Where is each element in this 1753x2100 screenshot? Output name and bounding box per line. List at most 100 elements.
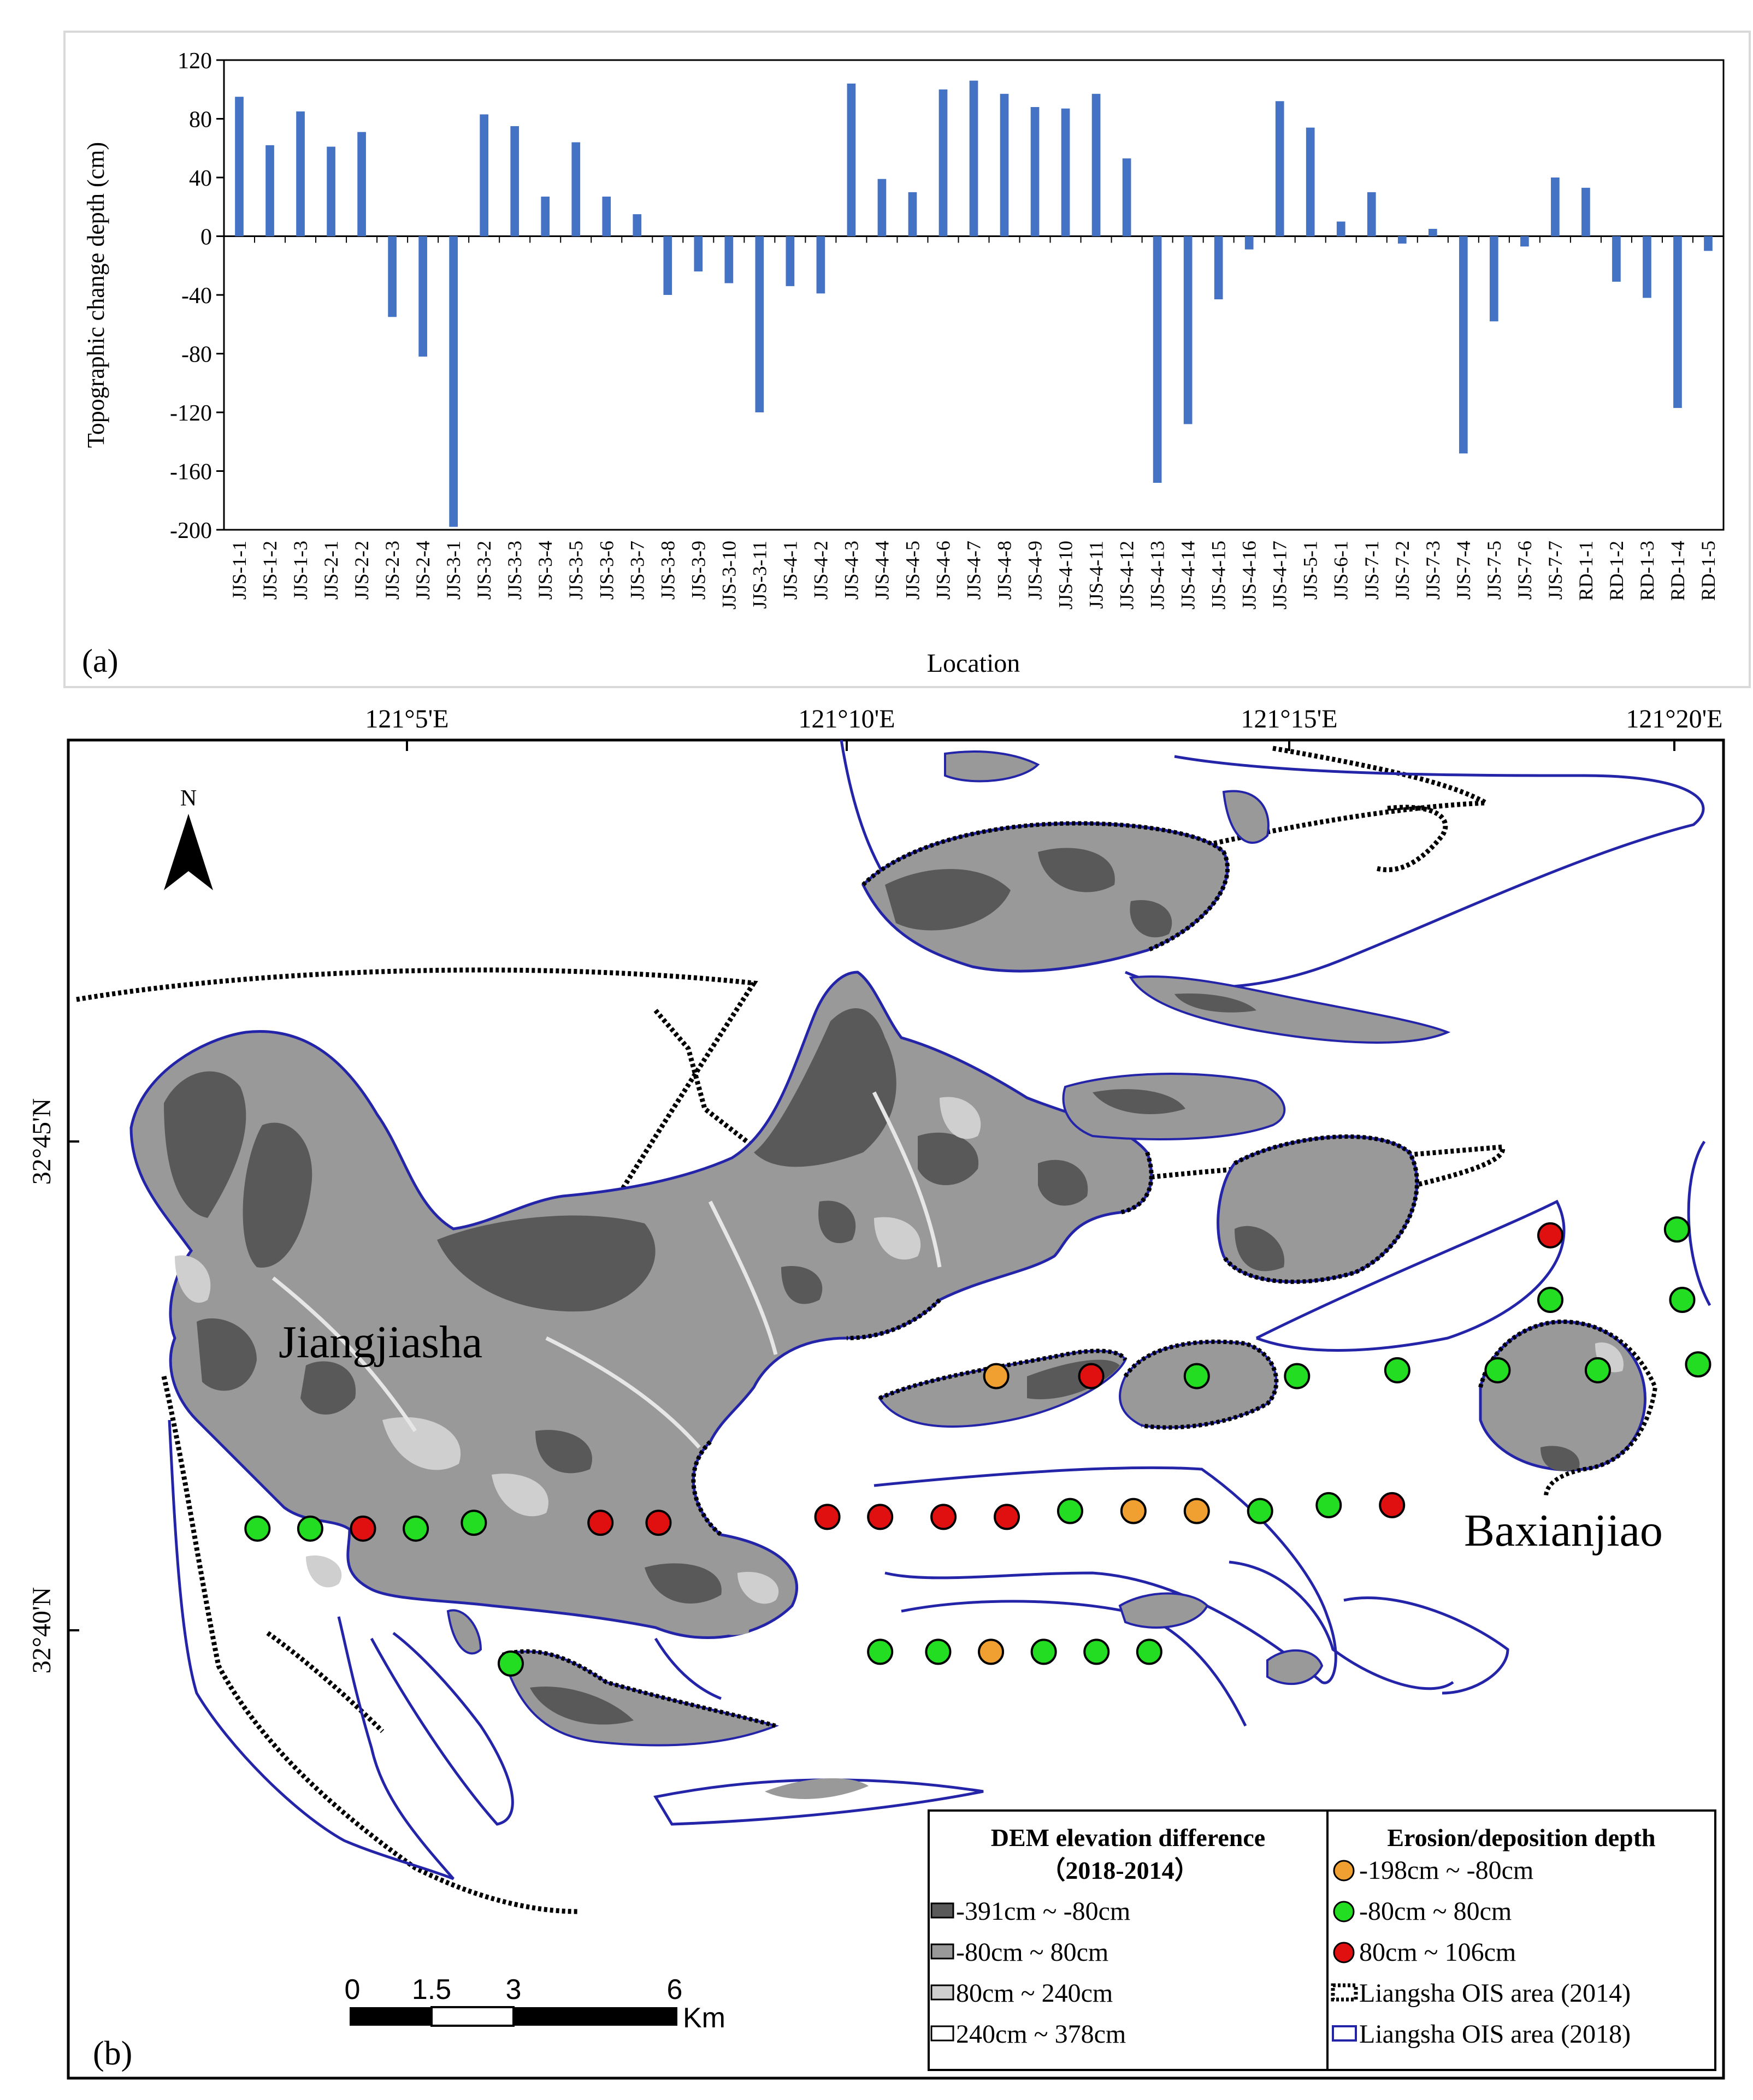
bar-JJS-7-5 — [1490, 236, 1498, 322]
y-tick-label: -80 — [181, 342, 212, 368]
x-axis-tick-labels: JJS-1-1 JJS-1-2 JJS-1-3 JJS-2-1 JJS-2-2 JJS-2… — [228, 541, 1719, 610]
x-tick-label: JJS-7-5 — [1483, 541, 1505, 600]
x-tick-label: JJS-2-2 — [351, 541, 373, 600]
x-axis-title: Location — [927, 649, 1020, 678]
legend-depth-items: -198cm ~ -80cm -80cm ~ 80cm 80cm ~ 106cm Li… — [1331, 1856, 1631, 2049]
sample-point — [1030, 1638, 1057, 1665]
lon-label-121-20: 121°20'E — [1626, 705, 1722, 733]
bar-JJS-3-4 — [541, 196, 550, 236]
scale-label-0: 0 — [345, 1974, 361, 2006]
y-tick-label: -40 — [181, 283, 212, 309]
sample-points — [244, 1216, 1711, 1677]
legend-dem-label: 240cm ~ 378cm — [956, 2020, 1126, 2049]
sample-point — [1663, 1216, 1690, 1243]
sample-point — [1685, 1351, 1711, 1378]
legend-depth-title: Erosion/deposition depth — [1387, 1824, 1655, 1851]
latitude-ticks — [68, 1140, 79, 1631]
bar-JJS-3-8 — [663, 236, 672, 295]
y-axis-title: Topographic change depth (cm) — [82, 142, 109, 448]
legend-dem-swatch — [930, 1902, 954, 1919]
panel-label-b: (b) — [93, 2035, 132, 2072]
bar-JJS-4-10 — [1061, 108, 1070, 236]
x-tick-label: JJS-4-3 — [840, 541, 862, 600]
x-tick-label: JJS-4-4 — [871, 541, 893, 600]
x-tick-label: JJS-3-10 — [718, 541, 740, 610]
bar-JJS-3-9 — [694, 236, 703, 271]
bar-JJS-5-1 — [1306, 127, 1315, 236]
legend-depth-marker — [1333, 1942, 1355, 1963]
bar-RD-1-3 — [1643, 236, 1651, 298]
sample-point — [1484, 1357, 1511, 1383]
sample-point — [925, 1638, 952, 1665]
x-tick-label: RD-1-5 — [1697, 541, 1719, 601]
scale-label-1-5: 1.5 — [412, 1974, 451, 2006]
x-tick-label: JJS-4-9 — [1024, 541, 1046, 600]
sample-point — [983, 1363, 1010, 1389]
x-tick-label: JJS-3-6 — [595, 541, 617, 600]
sample-point — [297, 1515, 323, 1542]
bar-JJS-4-17 — [1275, 101, 1284, 236]
bar-JJS-7-2 — [1397, 236, 1407, 244]
x-tick-label: JJS-3-7 — [626, 541, 648, 600]
sample-point — [1284, 1363, 1311, 1389]
bar-JJS-4-3 — [847, 84, 856, 236]
legend-depth-label: -80cm ~ 80cm — [1359, 1897, 1512, 1926]
bar-JJS-2-2 — [357, 132, 366, 236]
sample-point — [244, 1515, 271, 1542]
lon-label-121-10: 121°10'E — [798, 705, 895, 733]
lat-label-32-40: 32°40'N — [27, 1587, 56, 1674]
sample-point — [1083, 1638, 1110, 1665]
bar-JJS-2-4 — [418, 236, 427, 357]
x-tick-label: JJS-4-17 — [1269, 541, 1291, 610]
sample-point — [867, 1504, 894, 1530]
x-tick-label: JJS-4-6 — [932, 541, 954, 600]
legend-depth-marker — [1333, 1901, 1355, 1922]
sample-point — [994, 1504, 1020, 1530]
y-tick-label: -200 — [170, 518, 212, 543]
legend-dem-subtitle: （2018-2014） — [1040, 1856, 1199, 1884]
legend-2018-outline-swatch — [1332, 2025, 1357, 2042]
legend-dem-swatch — [930, 1984, 954, 2001]
bar-JJS-3-1 — [449, 236, 458, 527]
bar-JJS-4-11 — [1091, 93, 1101, 236]
bar-JJS-4-15 — [1214, 236, 1223, 300]
legend-depth-marker — [1333, 1860, 1355, 1882]
y-tick-label: 40 — [189, 166, 212, 191]
sample-point — [1183, 1498, 1210, 1524]
lon-label-121-15: 121°15'E — [1241, 705, 1337, 733]
sample-point — [1183, 1363, 1210, 1389]
legend-depth-label: -198cm ~ -80cm — [1359, 1856, 1533, 1885]
x-tick-label: JJS-3-3 — [504, 541, 526, 600]
sample-point — [645, 1510, 672, 1536]
x-tick-label: JJS-4-2 — [810, 541, 831, 600]
x-tick-label: RD-1-4 — [1667, 541, 1689, 601]
bar-JJS-4-14 — [1183, 236, 1193, 424]
map-panel: 121°5'E 121°10'E 121°15'E 121°20'E 32°45… — [27, 705, 1725, 2080]
bar-JJS-4-8 — [1000, 93, 1009, 236]
sample-point — [1315, 1492, 1342, 1518]
x-tick-label: JJS-3-2 — [473, 541, 495, 600]
sample-point — [1056, 1498, 1083, 1524]
x-tick-label: JJS-3-8 — [657, 541, 678, 600]
sample-point — [1078, 1363, 1105, 1389]
x-tick-label: JJS-4-10 — [1055, 541, 1077, 610]
ois-2014-shoal-outlines — [501, 821, 1658, 1728]
bar-JJS-1-1 — [235, 97, 244, 236]
bar-JJS-4-4 — [877, 179, 887, 236]
x-tick-label: JJS-4-12 — [1116, 541, 1138, 610]
sample-point — [497, 1650, 524, 1677]
north-arrow-icon — [164, 814, 213, 890]
scale-label-3: 3 — [506, 1974, 522, 2006]
x-tick-label: JJS-7-3 — [1422, 541, 1444, 600]
bar-JJS-3-11 — [755, 236, 764, 412]
sample-point — [1247, 1498, 1273, 1524]
middle-east-shoal — [1129, 975, 1451, 1044]
place-label-baxianjiao: Baxianjiao — [1464, 1505, 1663, 1556]
x-tick-label: JJS-3-5 — [565, 541, 587, 600]
legend-dem-swatch — [930, 2025, 954, 2042]
x-tick-label: JJS-5-1 — [1300, 541, 1321, 600]
bar-JJS-7-4 — [1459, 236, 1468, 454]
lon-label-121-5: 121°5'E — [365, 705, 448, 733]
bar-JJS-4-1 — [786, 236, 795, 286]
bar-JJS-2-1 — [327, 146, 335, 236]
